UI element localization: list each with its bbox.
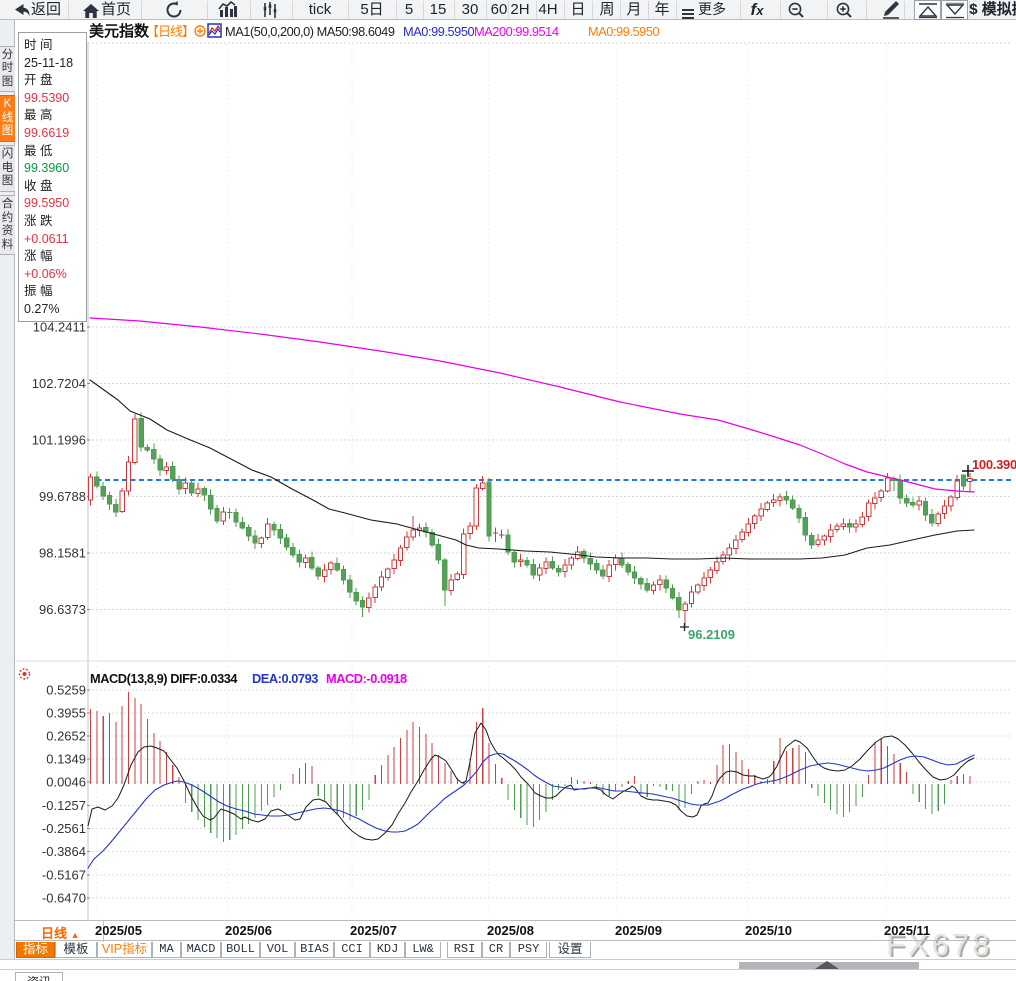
svg-text:101.1996: 101.1996 [32, 433, 86, 448]
svg-text:0.3955: 0.3955 [46, 706, 86, 721]
svg-text:-0.3864: -0.3864 [42, 844, 86, 859]
svg-text:MA0:99.5950: MA0:99.5950 [588, 24, 660, 39]
svg-text:MACD:-0.0918: MACD:-0.0918 [326, 671, 407, 686]
svg-text:102.7204: 102.7204 [32, 376, 86, 391]
svg-text:99.6788: 99.6788 [39, 489, 86, 504]
svg-text:104.2411: 104.2411 [33, 320, 86, 335]
svg-text:0.2652: 0.2652 [46, 729, 86, 744]
svg-text:100.390: 100.390 [972, 457, 1016, 472]
svg-text:MA1(50,0,200,0) MA50:98.6049: MA1(50,0,200,0) MA50:98.6049 [225, 24, 395, 39]
svg-text:0.1349: 0.1349 [46, 752, 86, 767]
svg-text:【日线】: 【日线】 [146, 24, 194, 39]
svg-text:96.2109: 96.2109 [688, 627, 735, 642]
svg-text:0.0046: 0.0046 [46, 775, 86, 790]
svg-text:0.5259: 0.5259 [46, 683, 86, 698]
svg-text:美元指数: 美元指数 [89, 22, 150, 40]
svg-text:-0.6470: -0.6470 [42, 891, 86, 906]
svg-text:DEA:0.0793: DEA:0.0793 [252, 671, 318, 686]
svg-text:-0.5167: -0.5167 [42, 868, 86, 883]
svg-text:-0.2561: -0.2561 [42, 821, 86, 836]
svg-text:MA0:99.5950: MA0:99.5950 [403, 24, 475, 39]
svg-text:98.1581: 98.1581 [39, 546, 86, 561]
svg-text:-0.1257: -0.1257 [42, 798, 86, 813]
svg-text:MA200:99.9514: MA200:99.9514 [474, 24, 559, 39]
svg-text:96.6373: 96.6373 [39, 602, 86, 617]
svg-text:MACD(13,8,9) DIFF:0.0334: MACD(13,8,9) DIFF:0.0334 [90, 671, 238, 686]
